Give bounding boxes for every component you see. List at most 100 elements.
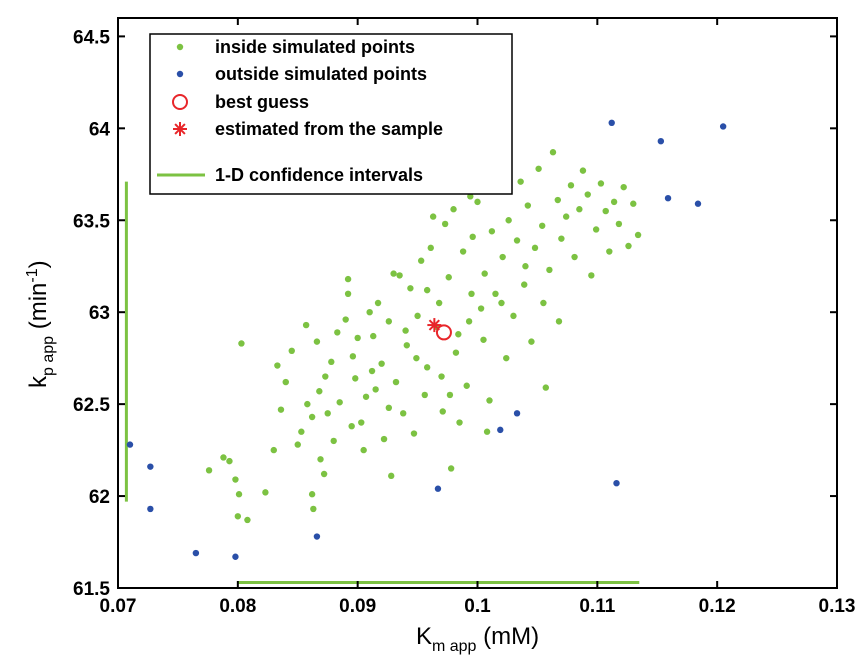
point-inside-simulated-points-55 [435, 299, 443, 307]
point-inside-simulated-points-44 [400, 410, 407, 417]
point-inside-simulated-points-65 [467, 193, 474, 200]
point-inside-simulated-points-100 [602, 207, 609, 215]
point-inside-simulated-points-105 [625, 242, 632, 250]
point-inside-simulated-points-129 [385, 404, 393, 412]
point-inside-simulated-points-131 [354, 334, 361, 342]
point-inside-simulated-points-10 [277, 406, 285, 413]
x-axis-label: Km app (mM) [416, 623, 539, 655]
point-inside-simulated-points-103 [615, 220, 623, 228]
y-axis-label-main: k [25, 375, 52, 388]
legend-label-1: outside simulated points [215, 64, 427, 84]
point-inside-simulated-points-24 [316, 388, 323, 395]
point-inside-simulated-points-95 [579, 167, 587, 174]
point-inside-simulated-points-116 [330, 437, 337, 445]
point-inside-simulated-points-123 [540, 299, 547, 307]
point-inside-simulated-points-9 [270, 446, 277, 454]
point-inside-simulated-points-50 [421, 391, 428, 399]
y-tick-label: 62 [89, 487, 110, 508]
point-inside-simulated-points-0 [220, 454, 227, 461]
point-outside-simulated-points-5 [313, 533, 321, 540]
point-inside-simulated-points-76 [505, 217, 512, 224]
point-inside-simulated-points-69 [481, 270, 488, 277]
point-inside-simulated-points-85 [539, 222, 546, 229]
point-inside-simulated-points-48 [414, 312, 421, 320]
point-inside-simulated-points-34 [358, 419, 365, 426]
point-inside-simulated-points-49 [417, 257, 425, 264]
point-outside-simulated-points-13 [694, 200, 702, 207]
point-inside-simulated-points-11 [282, 378, 289, 386]
point-inside-simulated-points-94 [576, 206, 583, 213]
point-inside-simulated-points-109 [402, 327, 409, 334]
point-inside-simulated-points-30 [344, 275, 352, 283]
point-inside-simulated-points-2 [205, 467, 213, 474]
point-outside-simulated-points-10 [608, 119, 615, 127]
legend-label-3: estimated from the sample [215, 119, 443, 139]
point-inside-simulated-points-42 [390, 270, 397, 277]
point-inside-simulated-points-79 [517, 178, 524, 185]
y-tick-label: 63.5 [73, 211, 110, 232]
y-axis-label: kp app (min-1) [24, 260, 57, 388]
point-inside-simulated-points-8 [238, 340, 245, 347]
point-inside-simulated-points-81 [524, 202, 532, 209]
point-inside-simulated-points-3 [232, 476, 239, 483]
y-tick-label: 62.5 [73, 395, 110, 416]
axis-ticks: 0.07 0.08 0.09 0.1 0.11 0.12 0.13 61.5 62 62.5 63 6… [73, 18, 855, 617]
point-inside-simulated-points-32 [349, 353, 357, 360]
point-inside-simulated-points-74 [499, 253, 506, 261]
y-axis-label-sup: -1 [24, 268, 41, 282]
point-outside-simulated-points-4 [232, 553, 239, 560]
legend-label-2: best guess [215, 92, 309, 112]
x-tick-label: 0.08 [219, 596, 256, 617]
point-inside-simulated-points-126 [465, 318, 473, 325]
point-inside-simulated-points-22 [317, 456, 324, 463]
point-inside-simulated-points-115 [348, 422, 355, 430]
point-inside-simulated-points-97 [588, 272, 595, 279]
point-inside-simulated-points-77 [510, 312, 517, 320]
legend: inside simulated points outside simulated… [149, 33, 513, 195]
point-inside-simulated-points-75 [503, 354, 510, 362]
y-axis-label-sub: p app [40, 336, 57, 376]
point-best-guess-0 [435, 324, 452, 341]
point-inside-simulated-points-99 [597, 180, 605, 187]
x-tick-label: 0.1 [464, 596, 491, 617]
point-inside-simulated-points-60 [450, 206, 457, 213]
point-inside-simulated-points-119 [396, 272, 403, 279]
plot-marks [124, 119, 727, 584]
point-inside-simulated-points-46 [407, 285, 414, 292]
point-outside-simulated-points-6 [434, 485, 442, 492]
point-outside-simulated-points-3 [192, 549, 200, 557]
point-inside-simulated-points-52 [427, 244, 434, 252]
x-tick-label: 0.07 [100, 596, 137, 617]
point-inside-simulated-points-25 [328, 358, 335, 366]
legend-box [149, 33, 513, 195]
point-inside-simulated-points-88 [549, 149, 557, 156]
point-inside-simulated-points-56 [439, 408, 446, 415]
point-inside-simulated-points-82 [528, 338, 535, 345]
point-inside-simulated-points-87 [546, 266, 553, 274]
point-inside-simulated-points-59 [447, 465, 455, 472]
point-inside-simulated-points-96 [584, 191, 591, 198]
point-inside-simulated-points-47 [410, 430, 418, 437]
point-inside-simulated-points-58 [445, 274, 452, 281]
point-inside-simulated-points-4 [235, 491, 243, 498]
legend-marker-0 [176, 43, 184, 51]
point-inside-simulated-points-27 [336, 399, 343, 406]
point-inside-simulated-points-39 [378, 360, 385, 367]
point-inside-simulated-points-41 [388, 472, 395, 480]
point-inside-simulated-points-83 [531, 244, 539, 252]
point-inside-simulated-points-78 [513, 237, 521, 244]
point-inside-simulated-points-118 [366, 308, 373, 316]
point-inside-simulated-points-26 [322, 373, 329, 380]
point-inside-simulated-points-67 [474, 198, 481, 206]
legend-marker-2 [172, 94, 188, 110]
point-inside-simulated-points-45 [403, 342, 410, 349]
y-tick-label: 64.5 [73, 27, 110, 48]
x-axis-label-sub: m app [432, 638, 477, 655]
point-outside-simulated-points-8 [513, 410, 521, 417]
point-inside-simulated-points-111 [456, 419, 463, 426]
x-tick-label: 0.09 [339, 596, 376, 617]
point-inside-simulated-points-68 [477, 305, 485, 312]
point-inside-simulated-points-71 [488, 228, 496, 235]
x-axis-label-unit: (mM) [476, 623, 539, 650]
point-inside-simulated-points-1 [226, 457, 233, 465]
